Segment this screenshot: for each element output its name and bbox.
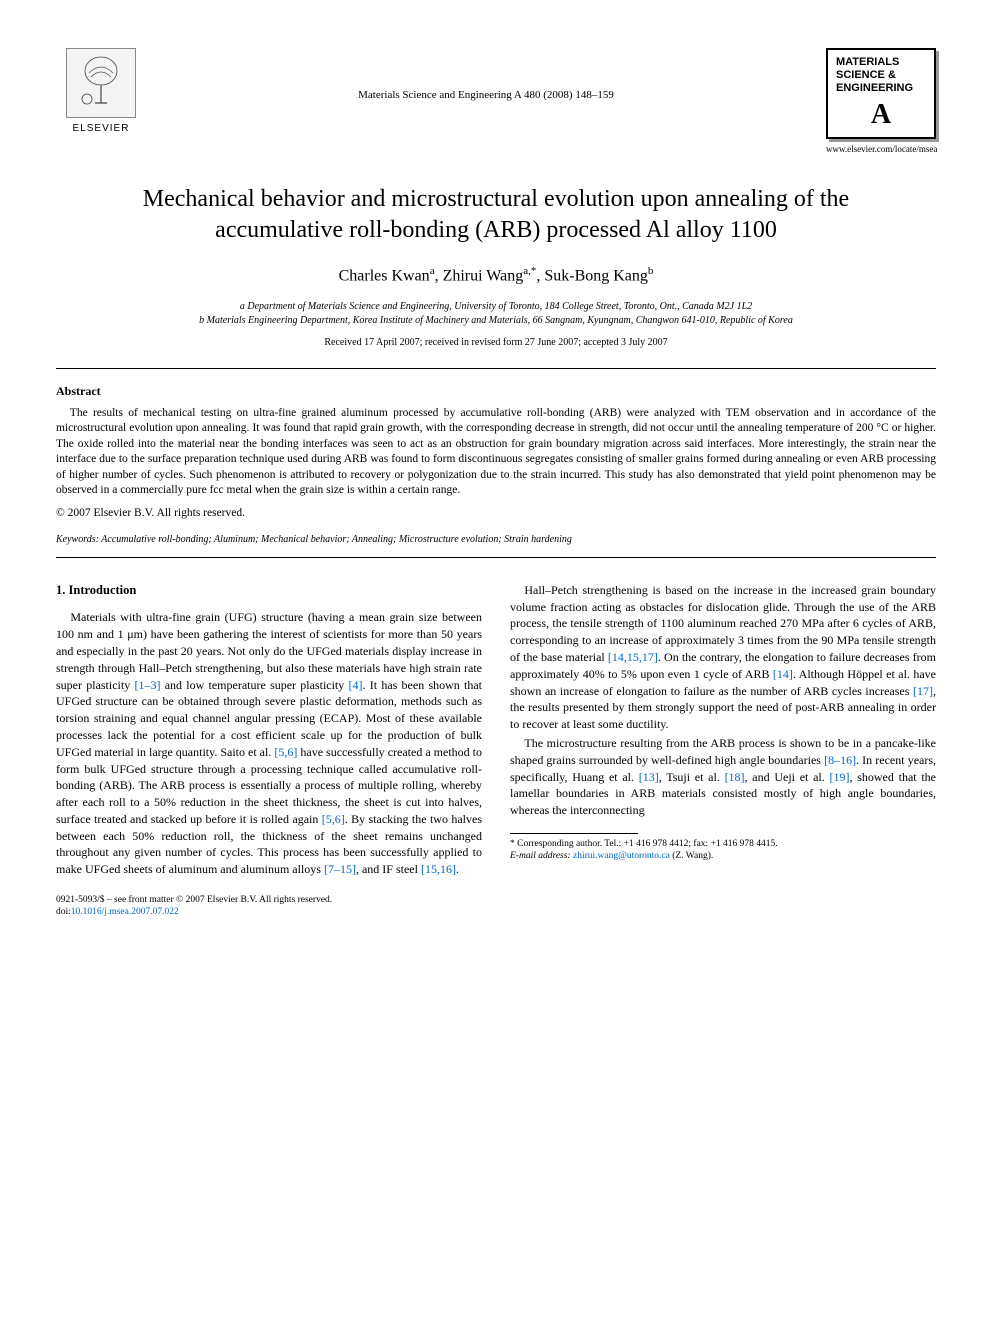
affiliations: a Department of Materials Science and En…	[56, 300, 936, 328]
body-columns: 1. Introduction Materials with ultra-fin…	[56, 582, 936, 878]
affiliation-a: a Department of Materials Science and En…	[56, 300, 936, 314]
footnote-corr: * Corresponding author. Tel.: +1 416 978…	[510, 838, 936, 850]
body-paragraph: The microstructure resulting from the AR…	[510, 735, 936, 819]
doi-link[interactable]: 10.1016/j.msea.2007.07.022	[71, 907, 179, 917]
footnote-rule	[510, 833, 638, 834]
reference-link[interactable]: [18]	[725, 770, 745, 784]
reference-link[interactable]: [7–15]	[324, 862, 356, 876]
reference-link[interactable]: [14]	[773, 667, 793, 681]
reference-link[interactable]: [4]	[349, 678, 363, 692]
divider	[56, 368, 936, 369]
journal-url: www.elsevier.com/locate/msea	[826, 143, 936, 156]
footnote-email-suffix: (Z. Wang).	[672, 851, 713, 861]
doi-line: doi:10.1016/j.msea.2007.07.022	[56, 906, 936, 918]
divider	[56, 557, 936, 558]
journal-logo-line: SCIENCE &	[836, 69, 926, 82]
reference-link[interactable]: [5,6]	[322, 812, 345, 826]
journal-logo-letter: A	[836, 98, 926, 132]
reference-link[interactable]: [5,6]	[274, 745, 297, 759]
reference-link[interactable]: [8–16]	[824, 753, 856, 767]
reference-link[interactable]: [17]	[913, 684, 933, 698]
abstract-copyright: © 2007 Elsevier B.V. All rights reserved…	[56, 505, 936, 521]
footnote-email-line: E-mail address: zhirui.wang@utoronto.ca …	[510, 850, 936, 862]
journal-logo-box: MATERIALS SCIENCE & ENGINEERING A	[826, 48, 936, 139]
publisher-name: ELSEVIER	[73, 122, 130, 136]
article-dates: Received 17 April 2007; received in revi…	[56, 336, 936, 350]
doi-label: doi:	[56, 907, 71, 917]
publisher-logo: ELSEVIER	[56, 48, 146, 136]
journal-reference: Materials Science and Engineering A 480 …	[146, 48, 826, 103]
abstract-text: The results of mechanical testing on ult…	[56, 406, 936, 499]
elsevier-tree-icon	[66, 48, 136, 118]
reference-link[interactable]: [13]	[639, 770, 659, 784]
front-matter-line: 0921-5093/$ – see front matter © 2007 El…	[56, 894, 936, 906]
affiliation-b: b Materials Engineering Department, Kore…	[56, 314, 936, 328]
reference-link[interactable]: [15,16]	[421, 862, 456, 876]
reference-link[interactable]: [19]	[830, 770, 850, 784]
footnote-email-label: E-mail address:	[510, 851, 571, 861]
keywords-line: Keywords: Accumulative roll-bonding; Alu…	[56, 533, 936, 547]
journal-logo-block: MATERIALS SCIENCE & ENGINEERING A www.el…	[826, 48, 936, 156]
body-paragraph: Materials with ultra-fine grain (UFG) st…	[56, 609, 482, 878]
front-matter-info: 0921-5093/$ – see front matter © 2007 El…	[56, 894, 936, 919]
abstract-heading: Abstract	[56, 383, 936, 400]
keywords-text: Accumulative roll-bonding; Aluminum; Mec…	[101, 534, 572, 545]
section-heading: 1. Introduction	[56, 582, 482, 600]
journal-logo-line: ENGINEERING	[836, 82, 926, 95]
body-paragraph: Hall–Petch strengthening is based on the…	[510, 582, 936, 733]
page-header: ELSEVIER Materials Science and Engineeri…	[56, 48, 936, 156]
journal-logo-line: MATERIALS	[836, 56, 926, 69]
reference-link[interactable]: [1–3]	[134, 678, 160, 692]
footnote-email[interactable]: zhirui.wang@utoronto.ca	[573, 851, 670, 861]
authors-list: Charles Kwana, Zhirui Wanga,*, Suk-Bong …	[56, 264, 936, 288]
corresponding-author-footnote: * Corresponding author. Tel.: +1 416 978…	[510, 838, 936, 863]
reference-link[interactable]: [14,15,17]	[608, 650, 658, 664]
article-title: Mechanical behavior and microstructural …	[96, 184, 896, 246]
keywords-label: Keywords:	[56, 534, 99, 545]
